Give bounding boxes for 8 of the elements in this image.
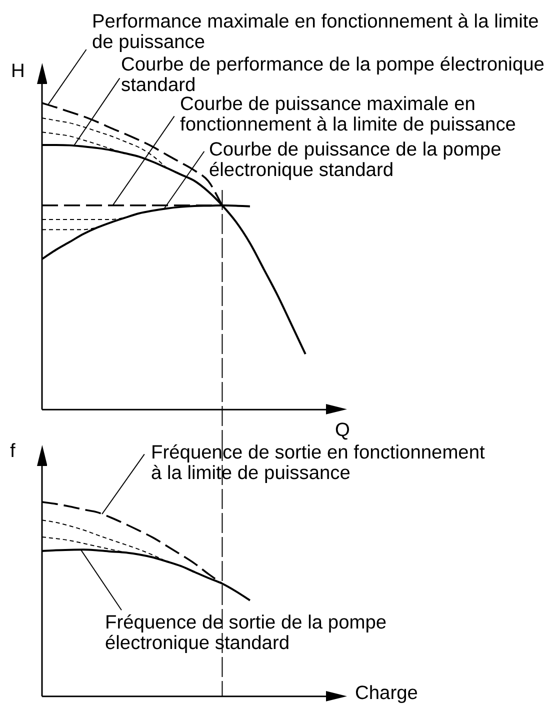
x-axis-title: Charge — [355, 683, 418, 704]
text: Courbe de puissance maximale en fonctionnement à la limite de puissance — [180, 94, 516, 136]
x-axis-title: Q — [335, 420, 350, 441]
y-axis-title: f — [10, 441, 16, 462]
text: Courbe de performance de la pompe électronique standard — [121, 54, 544, 96]
y-axis-title: H — [11, 61, 25, 82]
text: Performance maximale en fonctionnement à la limite de puissance — [92, 12, 539, 53]
series-label: Courbe de puissance de la pompe électronique standard — [209, 140, 502, 182]
